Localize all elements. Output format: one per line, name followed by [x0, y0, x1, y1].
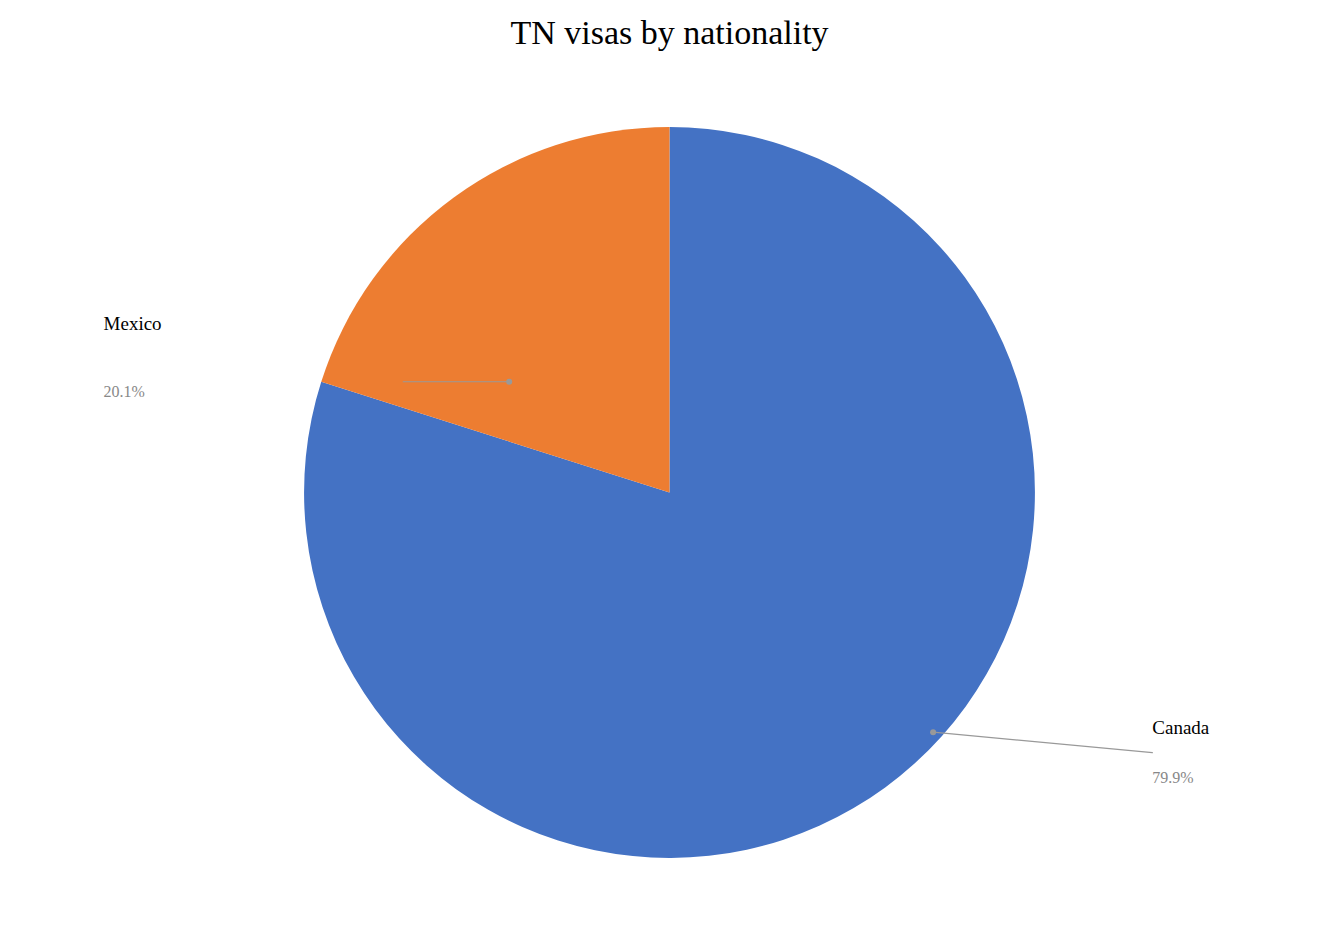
html-text:TN visas by nationality: TN visas by nationality: [510, 14, 829, 51]
svg-text:79.9%: 79.9%: [1152, 768, 1193, 785]
svg-text:Mexico: Mexico: [104, 313, 162, 334]
svg-text:20.1%: 20.1%: [104, 383, 145, 400]
svg-text:Canada: Canada: [1152, 717, 1209, 738]
